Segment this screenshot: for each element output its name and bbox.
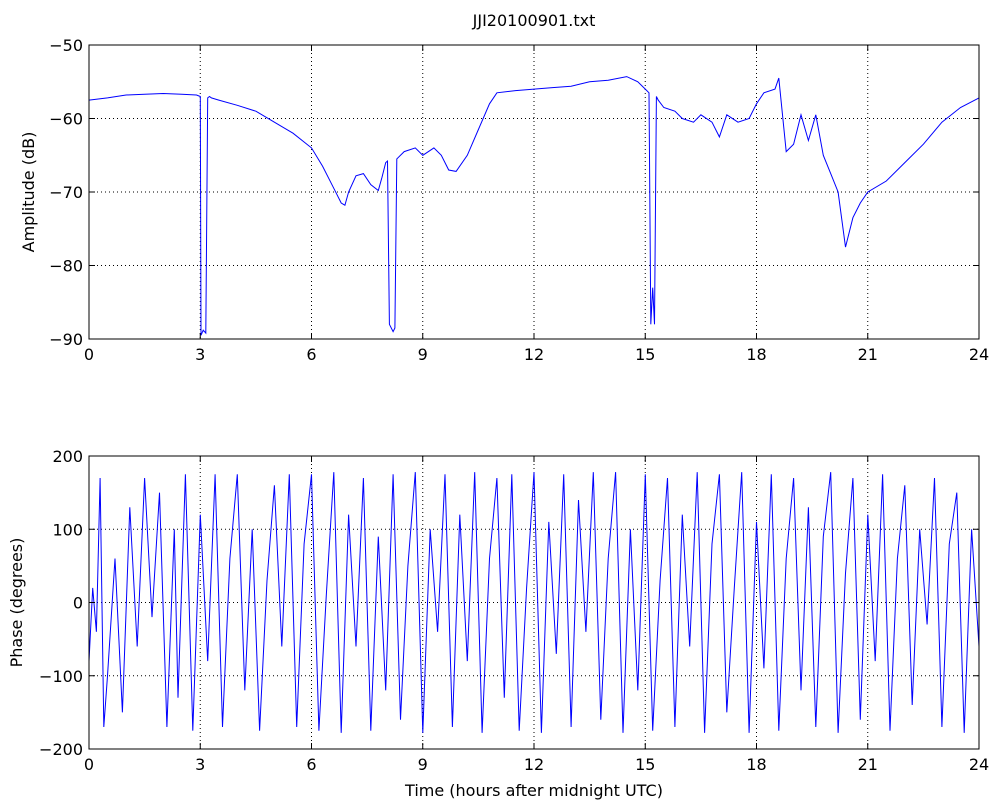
x-tick-label: 3 [195, 345, 205, 364]
x-tick-label: 21 [858, 345, 878, 364]
x-tick-label: 6 [306, 755, 316, 774]
x-tick-label: 18 [746, 755, 766, 774]
y-tick-label: −90 [49, 330, 83, 349]
x-tick-label: 18 [746, 345, 766, 364]
x-tick-label: 24 [969, 755, 989, 774]
x-tick-label: 9 [418, 755, 428, 774]
x-tick-label: 0 [84, 755, 94, 774]
figure-title: JJI20100901.txt [472, 11, 596, 30]
amplitude-plot: 0 3 6 9 12 15 18 21 24 −90 −80 −70 −60 −50 Amplitude (… [19, 36, 989, 364]
y-tick-label: −100 [39, 667, 83, 686]
x-tick-label: 12 [524, 345, 544, 364]
series-line [88, 472, 980, 733]
x-tick-label: 21 [858, 755, 878, 774]
y-tick-label: −80 [49, 257, 83, 276]
y-tick-label: −60 [49, 110, 83, 129]
x-tick-label: 15 [635, 345, 655, 364]
y-tick-label: −200 [39, 740, 83, 759]
series-line [88, 76, 980, 336]
phase-plot: 0 3 6 9 12 15 18 21 24 −200 −100 0 100 200 Phase (degr… [7, 447, 989, 800]
x-tick-label: 9 [418, 345, 428, 364]
y-axis-label: Amplitude (dB) [19, 132, 38, 253]
x-tick-label: 3 [195, 755, 205, 774]
y-tick-label: −50 [49, 36, 83, 55]
x-tick-label: 15 [635, 755, 655, 774]
x-axis-label: Time (hours after midnight UTC) [404, 781, 663, 800]
y-tick-label: 100 [52, 520, 83, 539]
x-tick-label: 6 [306, 345, 316, 364]
y-tick-label: 0 [73, 594, 83, 613]
y-tick-label: −70 [49, 183, 83, 202]
x-tick-label: 12 [524, 755, 544, 774]
y-axis-label: Phase (degrees) [7, 538, 26, 668]
y-tick-label: 200 [52, 447, 83, 466]
x-tick-label: 0 [84, 345, 94, 364]
x-tick-label: 24 [969, 345, 989, 364]
